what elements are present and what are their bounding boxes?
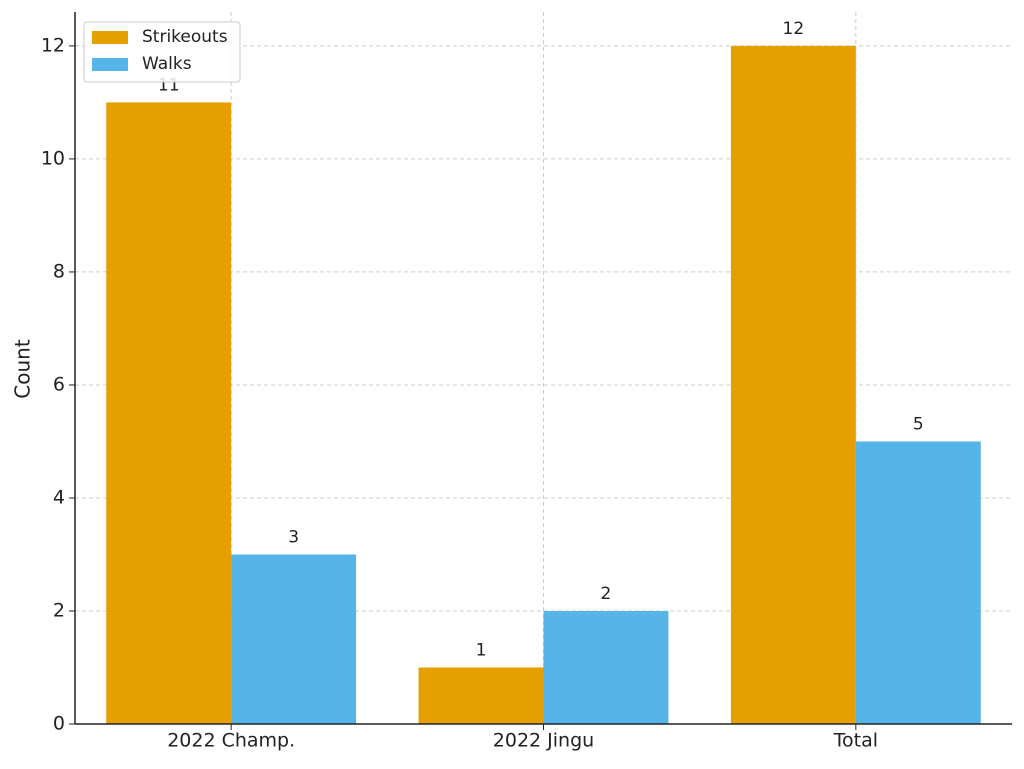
- legend-swatch: [92, 58, 128, 71]
- bar: [106, 102, 232, 724]
- y-tick-label: 8: [53, 260, 65, 282]
- y-tick-label: 6: [53, 373, 65, 395]
- bar: [231, 554, 357, 724]
- data-label: 12: [783, 19, 805, 39]
- legend-swatch: [92, 31, 128, 44]
- y-tick-label: 12: [41, 34, 65, 56]
- data-label: 2: [601, 584, 612, 604]
- legend: Strikeouts Walks: [83, 21, 241, 83]
- y-tick-label: 4: [53, 486, 65, 508]
- legend-label: Walks: [142, 54, 192, 74]
- bar: [543, 610, 669, 724]
- x-tick-label: 2022 Jingu: [493, 730, 594, 752]
- y-tick-label: 10: [41, 147, 65, 169]
- bar: [418, 667, 544, 724]
- legend-label: Strikeouts: [142, 27, 228, 47]
- data-label: 3: [288, 527, 299, 547]
- data-label: 5: [913, 414, 924, 434]
- y-tick-label: 0: [53, 713, 65, 735]
- data-label: 1: [476, 640, 487, 660]
- bar: [855, 441, 981, 724]
- y-axis-label: Count: [11, 339, 35, 399]
- bar: [730, 45, 856, 724]
- y-tick-label: 2: [53, 599, 65, 621]
- x-tick-label: 2022 Champ.: [167, 730, 295, 752]
- x-tick-label: Total: [833, 730, 878, 752]
